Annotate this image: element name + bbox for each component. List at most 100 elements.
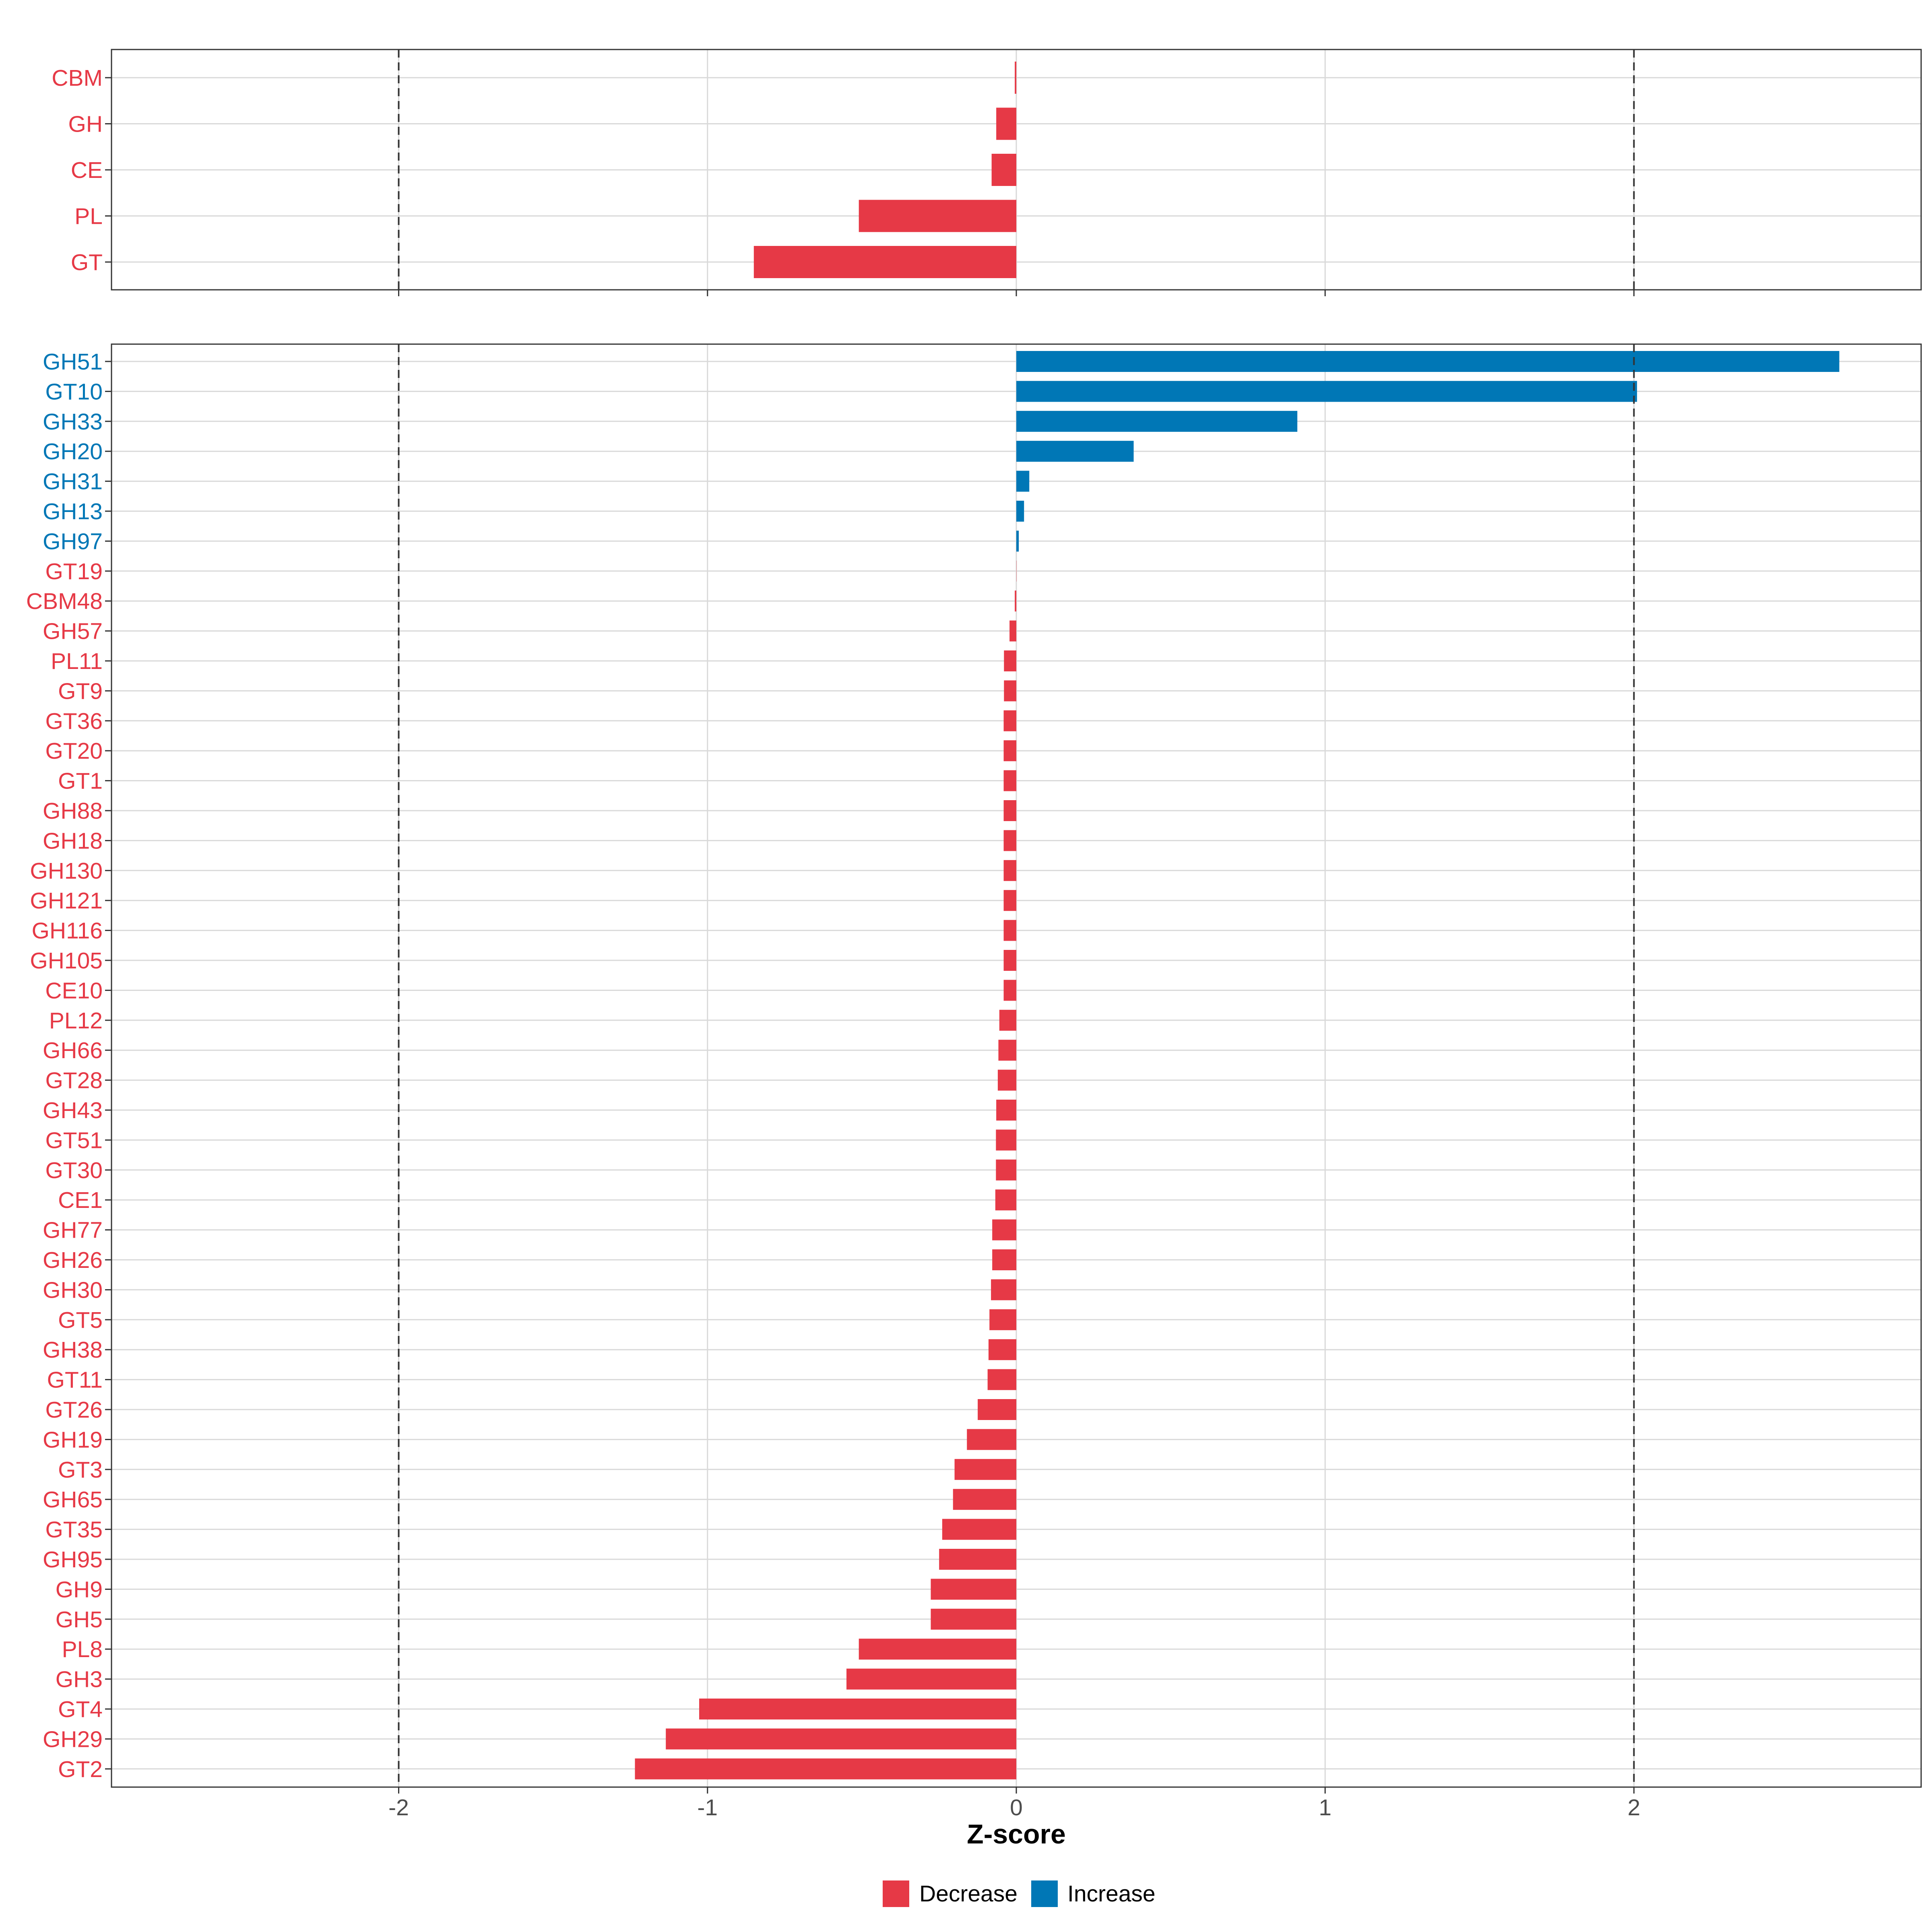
- bar-pl12: [999, 1009, 1016, 1031]
- category-label-gh33: GH33: [43, 409, 103, 435]
- category-label-pl8: PL8: [62, 1637, 103, 1662]
- bar-gh43: [996, 1100, 1016, 1121]
- bar-gt3: [954, 1459, 1016, 1480]
- category-label-gh130: GH130: [30, 858, 103, 884]
- category-label-gh51: GH51: [43, 349, 103, 375]
- bar-gh105: [1003, 950, 1016, 971]
- category-label-gh26: GH26: [43, 1247, 103, 1273]
- bar-gt1: [1003, 770, 1016, 791]
- category-label-gh30: GH30: [43, 1277, 103, 1303]
- bar-gt: [753, 246, 1016, 278]
- bar-gh5: [931, 1608, 1016, 1630]
- bar-gt9: [1004, 680, 1016, 702]
- category-label-gh5: GH5: [56, 1607, 103, 1633]
- bar-gh3: [846, 1668, 1016, 1690]
- bar-ce1: [995, 1189, 1016, 1211]
- bar-gh97: [1016, 530, 1019, 552]
- bar-gh130: [1003, 860, 1016, 881]
- category-label-gt30: GT30: [45, 1158, 103, 1183]
- category-label-gh43: GH43: [43, 1098, 103, 1123]
- category-label-gh77: GH77: [43, 1218, 103, 1243]
- category-label-gh: GH: [68, 111, 103, 137]
- legend-key-decrease: [883, 1880, 909, 1907]
- bar-gh20: [1016, 441, 1134, 462]
- category-label-gh57: GH57: [43, 619, 103, 644]
- bar-gh33: [1016, 411, 1298, 432]
- bar-gh116: [1003, 920, 1016, 941]
- category-label-gh116: GH116: [32, 918, 103, 944]
- bar-gh38: [988, 1339, 1016, 1360]
- bar-gh77: [992, 1219, 1016, 1241]
- bar-gt19: [1016, 560, 1017, 582]
- category-label-gh3: GH3: [56, 1667, 103, 1693]
- bar-ce: [991, 154, 1016, 186]
- category-label-gh121: GH121: [30, 888, 103, 914]
- category-label-gh66: GH66: [43, 1038, 103, 1063]
- bar-gh88: [1003, 800, 1016, 821]
- category-label-gh88: GH88: [43, 798, 103, 824]
- category-label-gt2: GT2: [58, 1757, 103, 1782]
- category-label-gt9: GT9: [58, 678, 103, 704]
- bar-gh26: [992, 1249, 1016, 1270]
- category-label-ce1: CE1: [58, 1187, 103, 1213]
- bar-gt36: [1003, 710, 1016, 731]
- bar-gt30: [996, 1159, 1016, 1181]
- bar-gh13: [1016, 501, 1024, 522]
- category-label-gh19: GH19: [43, 1427, 103, 1453]
- category-label-pl: PL: [74, 204, 103, 229]
- category-label-gh105: GH105: [30, 948, 103, 974]
- category-label-gh20: GH20: [43, 439, 103, 464]
- bar-gt2: [635, 1758, 1016, 1779]
- category-label-gt35: GT35: [45, 1517, 103, 1543]
- category-label-gt5: GT5: [58, 1307, 103, 1333]
- bar-gh9: [931, 1579, 1016, 1600]
- bar-pl11: [1004, 650, 1016, 671]
- bar-gh19: [967, 1429, 1016, 1450]
- category-label-gt: GT: [71, 250, 103, 275]
- category-label-cbm48: CBM48: [26, 588, 103, 614]
- bar-gt4: [699, 1699, 1016, 1719]
- bar-gt5: [989, 1309, 1016, 1330]
- category-label-gt51: GT51: [45, 1127, 103, 1153]
- bar-gt10: [1016, 381, 1637, 402]
- x-axis: -2 -1 0 1 2: [388, 1795, 1640, 1821]
- bar-gh66: [998, 1040, 1016, 1061]
- bar-gh29: [666, 1728, 1016, 1750]
- bar-gh65: [953, 1489, 1016, 1510]
- bar-pl: [859, 200, 1016, 232]
- x-axis-title: Z-score: [967, 1819, 1066, 1849]
- legend-key-increase: [1031, 1880, 1058, 1907]
- top-panel: CBM GH CE PL GT: [52, 49, 1922, 296]
- category-label-gt1: GT1: [58, 768, 103, 794]
- bar-gh95: [939, 1549, 1016, 1570]
- bar-pl8: [859, 1639, 1016, 1660]
- bar-gh30: [991, 1279, 1016, 1300]
- category-label-pl11: PL11: [51, 648, 103, 674]
- category-label-gh65: GH65: [43, 1487, 103, 1513]
- bar-gt28: [997, 1069, 1016, 1091]
- legend-label-decrease: Decrease: [919, 1881, 1018, 1907]
- bar-ce10: [1003, 980, 1016, 1001]
- bar-gh31: [1016, 471, 1030, 492]
- category-label-gt20: GT20: [45, 738, 103, 764]
- legend-label-increase: Increase: [1067, 1881, 1156, 1907]
- x-tick-label: -1: [697, 1795, 718, 1821]
- category-label-gh38: GH38: [43, 1337, 103, 1363]
- bar-gt26: [978, 1399, 1016, 1420]
- bar-gh: [996, 107, 1016, 140]
- category-label-cbm: CBM: [52, 65, 103, 91]
- category-label-pl12: PL12: [49, 1008, 103, 1034]
- category-label-gt19: GT19: [45, 559, 103, 584]
- category-label-gt10: GT10: [45, 379, 103, 405]
- legend: Decrease Increase: [883, 1880, 1156, 1907]
- x-tick-label: 2: [1628, 1795, 1641, 1821]
- category-label-gt11: GT11: [47, 1367, 103, 1393]
- bar-cbm48: [1015, 590, 1016, 612]
- bar-gh57: [1009, 620, 1016, 642]
- bottom-panel: GH51 GT10 GH33 GH20 GH31 GH13 GH97 GT19 CBM48 GH5…: [26, 343, 1922, 1794]
- x-tick-label: -2: [388, 1795, 409, 1821]
- category-label-gh97: GH97: [43, 528, 103, 554]
- bar-gh121: [1003, 890, 1016, 911]
- bar-gh18: [1003, 830, 1016, 851]
